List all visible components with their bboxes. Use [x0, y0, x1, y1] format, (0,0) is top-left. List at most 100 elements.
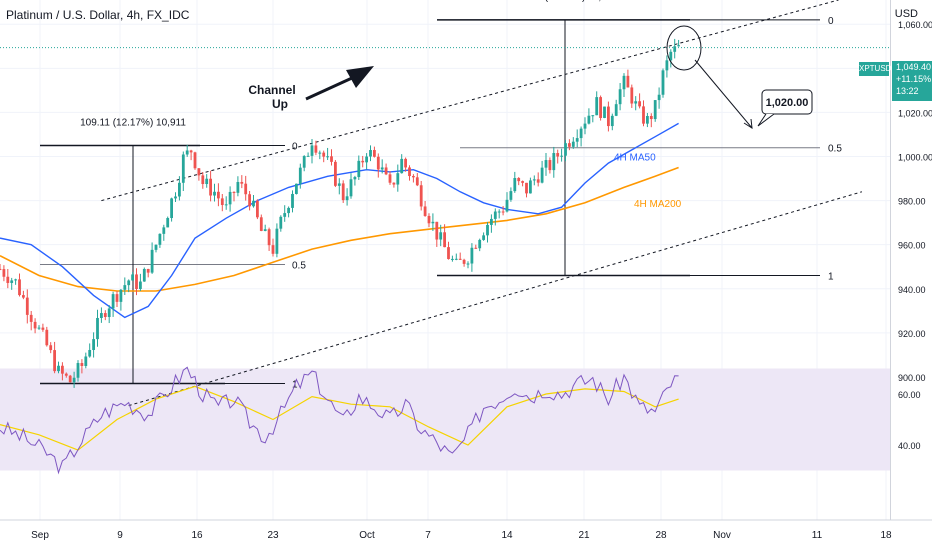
candle-body	[283, 213, 287, 217]
candle-body	[197, 168, 201, 176]
candle-body	[337, 183, 341, 186]
candle-body	[103, 313, 107, 317]
candle-body	[201, 175, 205, 185]
candle-body	[595, 97, 599, 116]
candle-body	[72, 377, 76, 383]
x-tick-label: 7	[425, 530, 431, 541]
candle-body	[540, 167, 544, 183]
candle-body	[259, 217, 263, 231]
candle-body	[369, 150, 372, 157]
x-tick-label: Nov	[713, 530, 731, 541]
candle-body	[571, 141, 575, 147]
candle-body	[10, 280, 14, 283]
candle-body	[232, 191, 236, 193]
candle-body	[361, 160, 365, 163]
x-tick-label: 11	[812, 530, 823, 541]
y-tick-label: 940.00	[898, 285, 926, 295]
candle-body	[33, 321, 37, 329]
measure-right-label: 115.14 (12.18%) 11,514	[512, 0, 618, 3]
candle-body	[61, 365, 64, 374]
candle-body	[318, 152, 322, 154]
candle-body	[119, 289, 123, 302]
candle-body	[174, 196, 177, 199]
candle-body	[287, 207, 290, 214]
y-tick-label: 1,060.00	[898, 20, 932, 30]
candle-body	[478, 239, 482, 249]
candle-body	[49, 345, 53, 351]
candle-body	[248, 194, 251, 207]
rsi-ma-line	[0, 385, 679, 451]
target-callout-box	[761, 89, 813, 115]
x-tick-label: 23	[267, 530, 279, 541]
candle-body	[146, 268, 150, 273]
candle-body	[162, 227, 166, 234]
candle-body	[228, 191, 232, 205]
candle-body	[178, 182, 181, 197]
candle-body	[18, 279, 21, 296]
candle-body	[240, 181, 244, 184]
candle-body	[96, 317, 99, 340]
y-tick-label: 900.00	[898, 373, 926, 383]
candle-body	[57, 365, 60, 372]
candle-body	[217, 191, 220, 199]
candle-body	[575, 138, 579, 142]
candle-body	[404, 158, 407, 168]
ma200-label: 4H MA200	[634, 199, 682, 210]
x-tick-label: 28	[655, 530, 667, 541]
candle-body	[326, 156, 329, 158]
fib-right-level-label: 0.5	[828, 144, 842, 155]
candle-body	[14, 279, 17, 281]
candle-body	[392, 182, 396, 185]
candle-body	[490, 218, 493, 225]
candle-body	[603, 106, 606, 118]
candle-body	[642, 106, 645, 124]
candle-body	[166, 218, 170, 228]
candle-body	[224, 204, 228, 206]
candle-body	[427, 215, 431, 224]
candle-body	[275, 228, 279, 254]
candle-body	[587, 115, 591, 124]
candle-body	[509, 191, 513, 200]
measure-left-label: 109.11 (12.17%) 10,911	[80, 117, 186, 128]
candle-body	[139, 281, 142, 289]
candle-body	[400, 158, 404, 174]
ticker-badge: XPTUSD	[859, 62, 891, 76]
candle-body	[88, 349, 92, 357]
candle-body	[560, 155, 563, 157]
candle-body	[462, 259, 466, 264]
candle-body	[131, 274, 134, 281]
candle-body	[638, 101, 641, 107]
x-tick-label: 16	[191, 530, 203, 541]
y-tick-label: 920.00	[898, 329, 926, 339]
candle-body	[677, 45, 680, 47]
candle-body	[193, 152, 197, 169]
chart-title: Platinum / U.S. Dollar, 4h, FX_IDC	[6, 8, 190, 22]
candle-body	[64, 373, 68, 376]
candle-body	[517, 178, 521, 182]
last-price-value: 1,049.40	[896, 62, 932, 72]
candle-body	[236, 181, 240, 193]
candle-body	[412, 176, 415, 178]
candle-body	[271, 245, 275, 254]
candle-body	[6, 276, 10, 283]
candle-body	[244, 183, 248, 195]
candle-body	[115, 294, 119, 302]
channel-label-line1: Channel	[248, 83, 295, 97]
candle-body	[482, 235, 485, 240]
candle-body	[263, 229, 267, 231]
candle-body	[634, 101, 638, 104]
last-price-change: +11.15%	[896, 74, 932, 84]
last-price-box: 1,049.40 +11.15% 13:22	[892, 61, 932, 101]
projection-arrow-head	[743, 118, 753, 129]
candle-body	[154, 244, 158, 250]
candle-body	[357, 160, 361, 178]
candle-body	[135, 274, 138, 289]
candle-body	[298, 167, 302, 184]
channel-label-line2: Up	[272, 97, 288, 111]
candle-body	[306, 155, 310, 157]
candle-body	[649, 115, 653, 120]
candle-body	[150, 249, 154, 273]
candle-body	[107, 308, 111, 317]
candle-body	[92, 339, 95, 350]
